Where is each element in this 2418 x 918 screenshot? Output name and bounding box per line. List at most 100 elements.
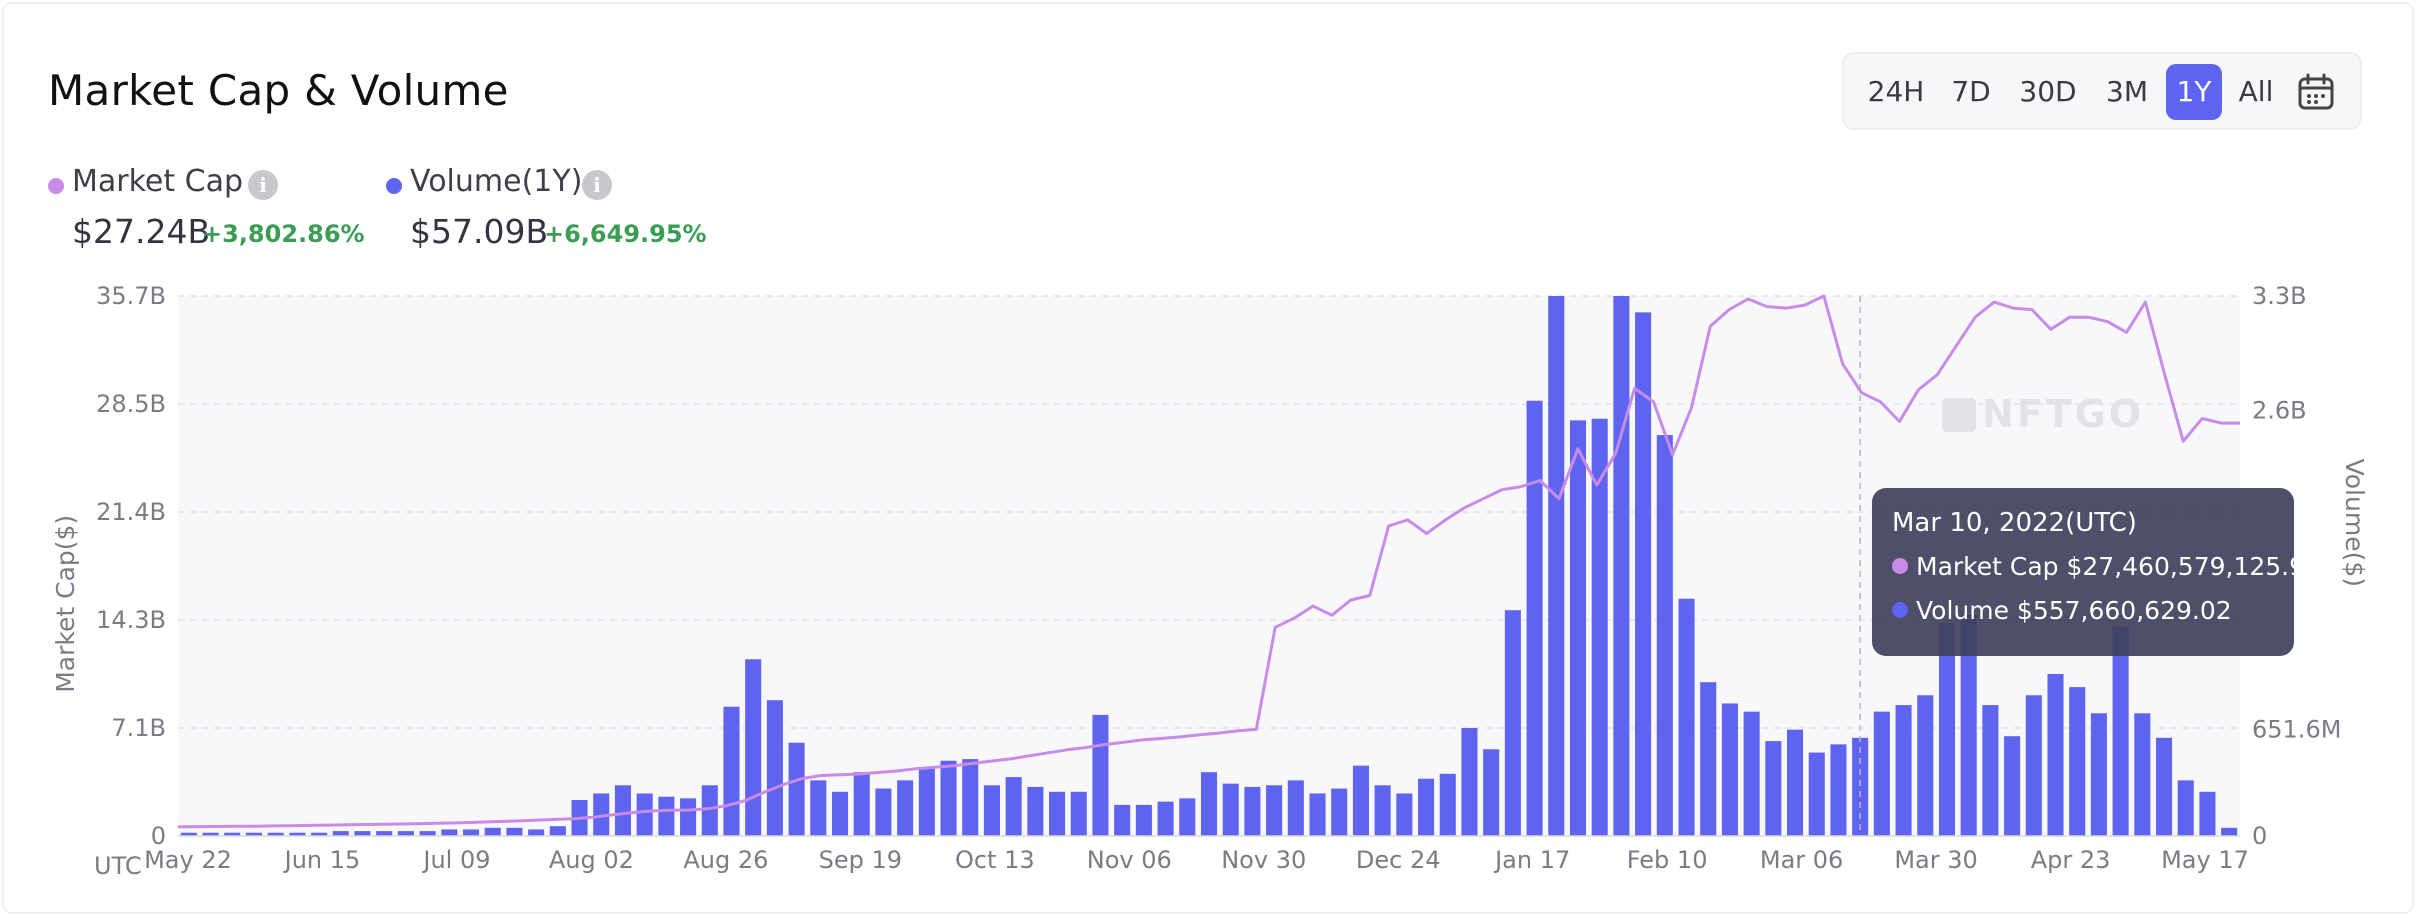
volume-bar <box>2090 713 2107 836</box>
volume-bar <box>1787 729 1804 836</box>
volume-bar <box>1179 798 1196 836</box>
volume-bar <box>788 742 805 836</box>
tooltip-market-cap: Market Cap $27,460,579,125.92 <box>1916 552 2321 581</box>
x-tick-label: Oct 13 <box>955 846 1035 874</box>
volume-dot-icon <box>386 178 402 194</box>
volume-bar <box>1135 804 1152 836</box>
x-tick-label: Feb 10 <box>1627 846 1708 874</box>
volume-bar <box>1483 749 1500 836</box>
volume-bar <box>1917 695 1934 836</box>
volume-bar <box>1569 420 1587 836</box>
volume-bar <box>376 831 393 836</box>
right-axis-title: Volume($) <box>2340 459 2369 587</box>
volume-bar <box>2004 736 2021 836</box>
legend-volume-label: Volume(1Y) <box>410 164 583 199</box>
range-1y-button[interactable]: 1Y <box>2166 64 2222 120</box>
volume-bar <box>745 659 762 836</box>
volume-bar <box>1222 783 1239 836</box>
volume-bar <box>528 829 545 836</box>
volume-bar <box>267 832 284 836</box>
volume-bar <box>1830 744 1847 836</box>
market-cap-line <box>177 294 2240 829</box>
volume-bar <box>918 768 935 836</box>
volume-bar <box>897 780 914 836</box>
volume-bar <box>831 791 849 836</box>
tooltip-market-cap-row: Market Cap $27,460,579,125.92 <box>1892 552 2321 581</box>
market-cap-dot-icon <box>48 178 64 194</box>
volume-bar <box>2134 713 2151 836</box>
x-tick-label: Jul 09 <box>421 846 490 874</box>
volume-bar <box>311 832 328 836</box>
volume-bar <box>2047 674 2064 836</box>
range-all-button[interactable]: All <box>2238 75 2274 108</box>
volume-bar <box>2025 695 2042 836</box>
left-tick-label: 14.3B <box>96 606 166 634</box>
volume-bar <box>2221 827 2238 836</box>
volume-bar <box>1309 793 1326 836</box>
chart-title: Market Cap & Volume <box>48 66 509 115</box>
volume-bar <box>2156 737 2173 836</box>
market-cap-dot-icon <box>1892 558 1908 574</box>
x-tick-label: Nov 06 <box>1087 846 1172 874</box>
calendar-icon[interactable] <box>2296 72 2336 112</box>
volume-bar <box>1721 703 1738 836</box>
volume-bar <box>1656 435 1673 836</box>
right-tick-label: 3.3B <box>2252 282 2307 310</box>
right-tick-label: 2.6B <box>2252 397 2307 425</box>
x-tick-label: May 22 <box>144 846 232 874</box>
volume-bar <box>419 831 436 836</box>
volume-bar <box>2199 791 2216 836</box>
volume-bar <box>1808 752 1825 836</box>
left-tick-label: 21.4B <box>96 498 166 526</box>
range-24h-button[interactable]: 24H <box>1867 75 1925 108</box>
volume-bar <box>940 760 957 836</box>
volume-bar <box>1548 296 1565 836</box>
watermark-text: NFTGO <box>1982 392 2145 436</box>
volume-bar <box>1526 400 1543 836</box>
range-3m-button[interactable]: 3M <box>2106 75 2148 108</box>
info-icon[interactable]: i <box>582 170 612 200</box>
volume-bar <box>1613 296 1630 836</box>
x-tick-label: Apr 23 <box>2031 846 2111 874</box>
volume-bar <box>701 785 718 836</box>
tooltip-volume-row: Volume $557,660,629.02 <box>1892 596 2232 625</box>
volume-bar <box>245 832 262 836</box>
volume-bar <box>1200 772 1218 836</box>
volume-bar <box>1266 785 1283 836</box>
volume-bar <box>680 798 697 836</box>
volume-bar <box>1092 714 1109 836</box>
volume-bar <box>2177 780 2194 836</box>
volume-bar <box>1114 804 1131 836</box>
volume-bar <box>1352 765 1369 836</box>
volume-bar <box>593 793 610 836</box>
volume-bar <box>1700 682 1717 836</box>
volume-bar <box>289 832 306 836</box>
x-axis-prefix: UTC <box>94 852 142 880</box>
range-7d-button[interactable]: 7D <box>1951 75 1991 108</box>
volume-bar <box>1157 801 1174 836</box>
info-icon[interactable]: i <box>248 170 278 200</box>
x-tick-label: Jan 17 <box>1493 846 1570 874</box>
volume-bar <box>810 780 827 836</box>
x-tick-label: Mar 06 <box>1760 846 1843 874</box>
volume-bar <box>1504 610 1521 836</box>
x-tick-label: Aug 02 <box>549 846 634 874</box>
volume-bar <box>332 831 349 836</box>
volume-bar <box>1461 728 1478 836</box>
left-tick-label: 28.5B <box>96 390 166 418</box>
volume-bar <box>2069 687 2086 836</box>
nftgo-logo-icon <box>1942 398 1976 432</box>
market-cap-change: +3,802.86% <box>202 220 365 248</box>
left-tick-label: 35.7B <box>96 282 166 310</box>
volume-bar <box>2112 626 2129 836</box>
volume-bar <box>1743 711 1760 836</box>
volume-bar <box>1982 705 1999 836</box>
range-30d-button[interactable]: 30D <box>2019 75 2077 108</box>
right-tick-label: 651.6M <box>2252 715 2341 743</box>
volume-bar <box>614 785 631 836</box>
x-tick-label: Mar 30 <box>1894 846 1977 874</box>
volume-bar <box>658 796 675 836</box>
volume-bar <box>962 759 979 836</box>
volume-bar <box>462 829 480 836</box>
